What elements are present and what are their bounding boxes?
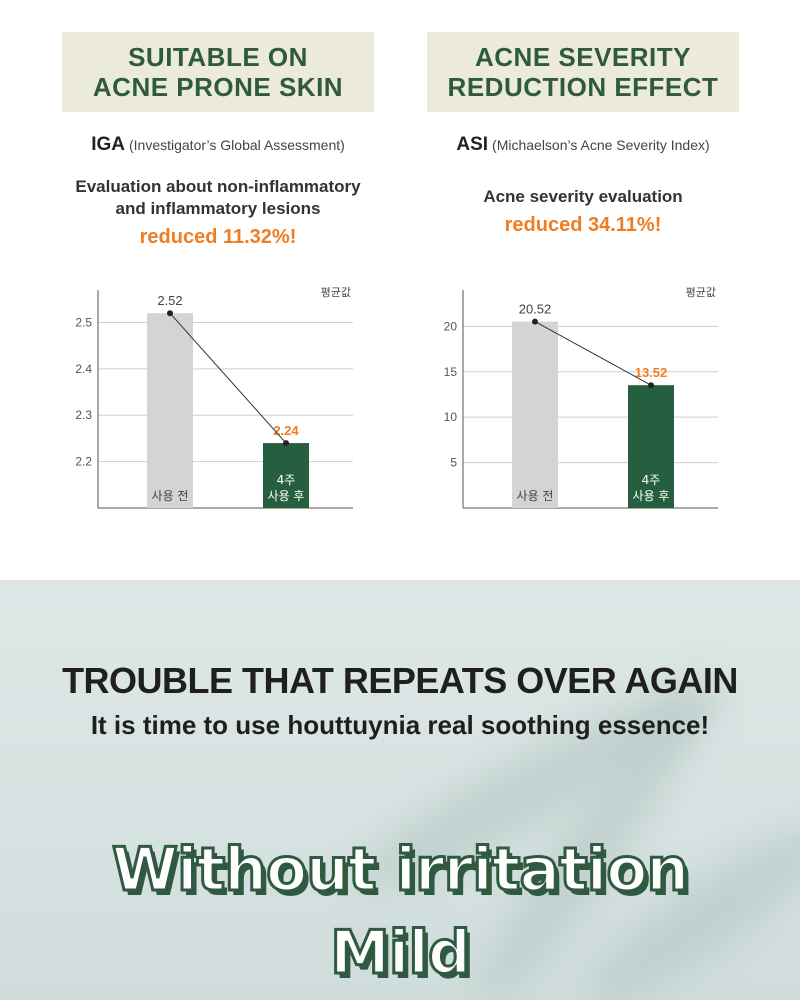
value-point [532,318,538,325]
value-label: 2.24 [273,423,299,438]
y-tick-label: 2.3 [75,408,92,422]
iga-eval-line1: Evaluation about non-inflammatory [75,177,361,196]
bar-after [263,443,309,508]
iga-eval-line2: and inflammatory lesions [115,199,321,218]
iga-full-name: (Investigator’s Global Assessment) [128,137,345,153]
iga-header-line1: SUITABLE ON [128,42,308,72]
clinical-results-section: SUITABLE ON ACNE PRONE SKIN IGA (Investig… [62,32,739,509]
asi-abbr: ASI [456,134,489,155]
y-tick-label: 2.4 [75,362,92,376]
value-label: 20.52 [519,302,552,317]
bar-before [147,313,193,508]
value-label: 13.52 [635,365,668,380]
asi-header-line1: ACNE SEVERITY [475,42,691,72]
iga-header-line2: ACNE PRONE SKIN [92,72,344,102]
category-label: 4주 [277,473,296,487]
value-point [283,440,289,447]
promo-subline: It is time to use houttuynia real soothi… [90,710,710,740]
category-label: 사용 전 [152,489,189,503]
asi-header: ACNE SEVERITY REDUCTION EFFECT [427,32,739,112]
asi-evaluation: Acne severity evaluation [427,186,739,208]
asi-full-name: (Michaelson’s Acne Severity Index) [492,137,710,153]
asi-index-line: ASI (Michaelson’s Acne Severity Index) [427,134,739,156]
asi-reduced: reduced 34.11%! [504,214,662,236]
category-label: 사용 후 [633,489,670,503]
unit-label: 평균값 [321,286,351,299]
value-point [167,310,173,317]
category-label: 4주 [642,473,661,487]
y-tick-label: 10 [444,410,458,424]
bar-before [512,321,558,508]
unit-label: 평균값 [686,286,716,299]
stylized-line-2: Mild [329,917,473,990]
iga-evaluation: Evaluation about non-inflammatory and in… [62,176,374,220]
trend-line [169,312,287,444]
y-tick-label: 15 [444,365,458,379]
category-label: 사용 후 [268,489,305,503]
promo-headline: TROUBLE THAT REPEATS OVER AGAIN [62,660,738,701]
asi-eval-line1: Acne severity evaluation [483,187,683,206]
iga-index-line: IGA (Investigator’s Global Assessment) [62,134,374,156]
bar-after [628,385,674,508]
iga-panel: SUITABLE ON ACNE PRONE SKIN IGA (Investig… [62,32,374,249]
value-point [648,382,654,389]
category-label: 사용 전 [517,489,554,503]
asi-header-line2: REDUCTION EFFECT [447,72,719,102]
y-tick-label: 5 [450,456,457,470]
y-tick-label: 20 [444,319,458,333]
iga-header: SUITABLE ON ACNE PRONE SKIN [62,32,374,112]
iga-abbr: IGA [91,134,125,155]
y-tick-label: 2.5 [75,315,92,329]
iga-reduced: reduced 11.32%! [139,226,297,248]
asi-panel: ACNE SEVERITY REDUCTION EFFECT ASI (Micha… [427,32,739,237]
promo-section: TROUBLE THAT REPEATS OVER AGAIN It is ti… [0,580,800,1000]
trend-line [534,321,652,386]
stylized-line-1: Without irritation [110,834,690,907]
y-tick-label: 2.2 [75,455,92,469]
value-label: 2.52 [157,293,182,308]
